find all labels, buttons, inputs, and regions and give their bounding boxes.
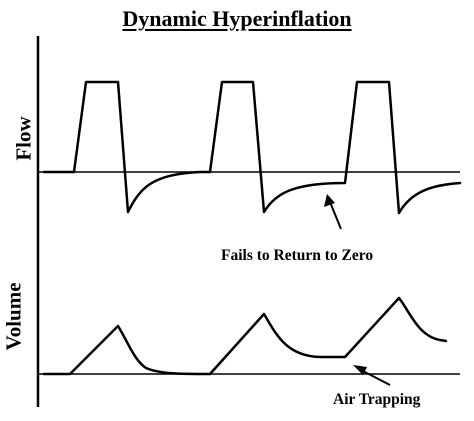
volume-waveform — [42, 296, 448, 376]
air-trapping-arrow-head — [353, 365, 367, 375]
flow-axis-label: Flow — [11, 116, 36, 161]
fails-arrow-head — [324, 194, 335, 207]
fails-arrow-line — [329, 201, 342, 230]
air-trapping-annotation: Air Trapping — [333, 391, 421, 408]
air-trapping-arrow-line — [360, 369, 391, 386]
diagram-title: Dynamic Hyperinflation — [122, 6, 352, 31]
fails-to-return-annotation: Fails to Return to Zero — [221, 247, 374, 264]
flow-waveform — [42, 80, 462, 215]
volume-axis-label: Volume — [1, 282, 26, 351]
